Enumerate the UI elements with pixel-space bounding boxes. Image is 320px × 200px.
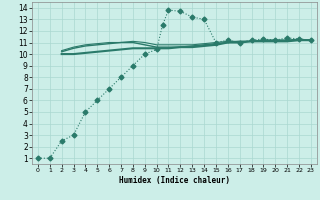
X-axis label: Humidex (Indice chaleur): Humidex (Indice chaleur) bbox=[119, 176, 230, 185]
